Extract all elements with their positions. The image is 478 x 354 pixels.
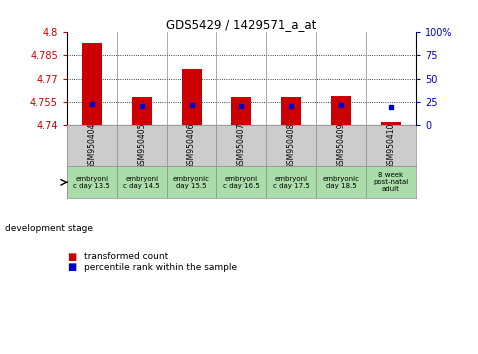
Text: ■: ■ <box>67 252 76 262</box>
Bar <box>331 96 351 125</box>
Bar <box>381 122 401 125</box>
Bar <box>82 43 102 125</box>
Bar <box>132 97 152 125</box>
Text: GSM950408: GSM950408 <box>287 123 296 169</box>
Text: GSM950404: GSM950404 <box>87 122 97 169</box>
Text: GSM950406: GSM950406 <box>187 122 196 169</box>
Text: percentile rank within the sample: percentile rank within the sample <box>84 263 237 272</box>
Text: embryoni
c day 17.5: embryoni c day 17.5 <box>273 176 310 189</box>
Text: embryoni
c day 16.5: embryoni c day 16.5 <box>223 176 260 189</box>
Text: ■: ■ <box>67 262 76 272</box>
Text: embryonic
day 15.5: embryonic day 15.5 <box>173 176 210 189</box>
Text: GSM950405: GSM950405 <box>137 122 146 169</box>
Text: embryoni
c day 14.5: embryoni c day 14.5 <box>123 176 160 189</box>
Text: transformed count: transformed count <box>84 252 168 261</box>
Text: GSM950409: GSM950409 <box>337 122 346 169</box>
Text: embryoni
c day 13.5: embryoni c day 13.5 <box>74 176 110 189</box>
Text: 8 week
post-natal
adult: 8 week post-natal adult <box>373 172 409 192</box>
Text: development stage: development stage <box>5 224 93 233</box>
Bar <box>182 69 202 125</box>
Bar <box>231 97 251 125</box>
Text: embryonic
day 18.5: embryonic day 18.5 <box>323 176 359 189</box>
Title: GDS5429 / 1429571_a_at: GDS5429 / 1429571_a_at <box>166 18 316 31</box>
Text: GSM950410: GSM950410 <box>386 123 395 169</box>
Text: GSM950407: GSM950407 <box>237 122 246 169</box>
Bar <box>281 97 301 125</box>
